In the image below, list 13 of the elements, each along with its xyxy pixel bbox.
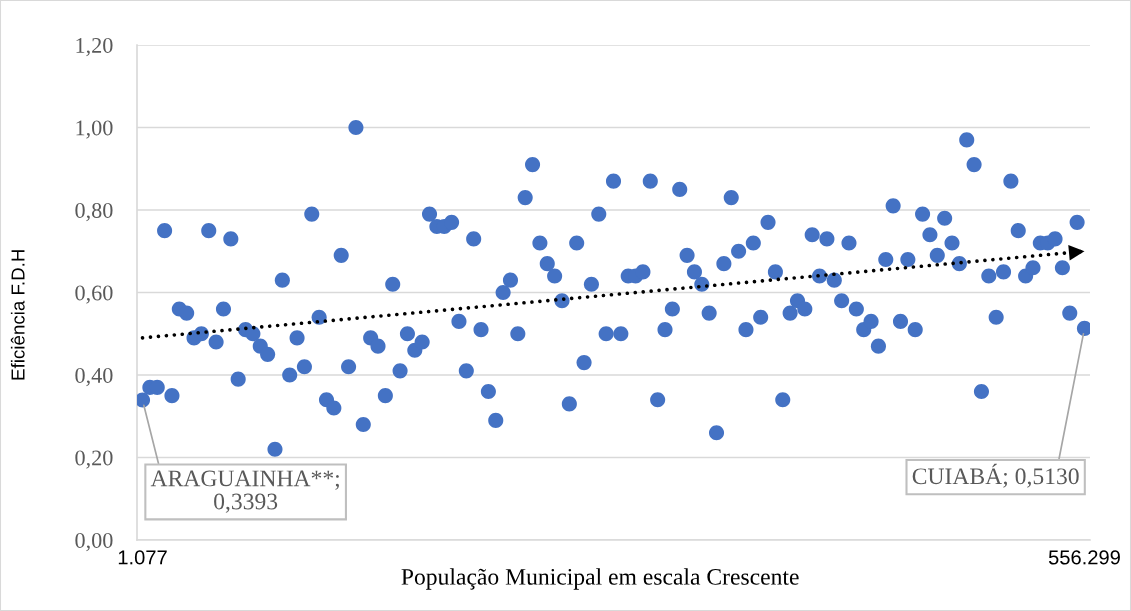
y-tick-label: 0,20 [75, 450, 113, 469]
x-axis-title: População Municipal em escala Crescente [401, 568, 799, 590]
annotation: ARAGUAINHA**; 0,3393 [150, 470, 339, 513]
y-tick-label: 0,60 [75, 285, 113, 304]
x-tick-label: 556.299 [1048, 550, 1120, 565]
x-tick-label: 1.077 [118, 550, 167, 565]
y-tick-label: 0,40 [75, 367, 113, 387]
y-tick-label: 1,00 [76, 120, 113, 139]
y-axis-title: Eficiência F.D.H [10, 250, 25, 380]
y-tick-label: 1,20 [76, 37, 113, 57]
y-tick-label: 0,80 [75, 202, 113, 222]
annotation: CUIABÁ; 0,5130 [912, 463, 1079, 488]
y-tick-label: 0,00 [75, 532, 113, 552]
